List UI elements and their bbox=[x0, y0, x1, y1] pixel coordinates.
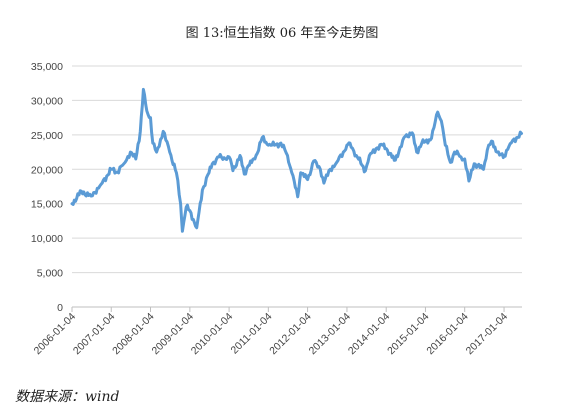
x-axis: 2006-01-042007-01-042008-01-042009-01-04… bbox=[32, 307, 511, 358]
y-tick-label: 25,000 bbox=[31, 130, 63, 142]
y-axis: 0 5,000 10,000 15,000 20,000 25,000 30,000 35,0… bbox=[31, 61, 63, 314]
y-tick-label: 20,000 bbox=[31, 164, 63, 176]
gridlines bbox=[72, 65, 522, 308]
source-note: 数据来源：wind bbox=[15, 389, 120, 405]
chart-title: 图 13:恒生指数 06 年至今走势图 bbox=[186, 25, 379, 41]
x-tick-label: 2017-01-04 bbox=[464, 311, 511, 358]
y-tick-label: 10,000 bbox=[31, 233, 63, 245]
x-tick-label: 2010-01-04 bbox=[189, 311, 236, 358]
y-tick-label: 35,000 bbox=[31, 61, 63, 73]
y-tick-label: 0 bbox=[57, 302, 63, 314]
y-tick-label: 30,000 bbox=[31, 95, 63, 107]
hang-seng-index-line bbox=[70, 87, 523, 233]
y-tick-label: 5,000 bbox=[37, 268, 63, 280]
y-tick-label: 15,000 bbox=[31, 199, 63, 211]
